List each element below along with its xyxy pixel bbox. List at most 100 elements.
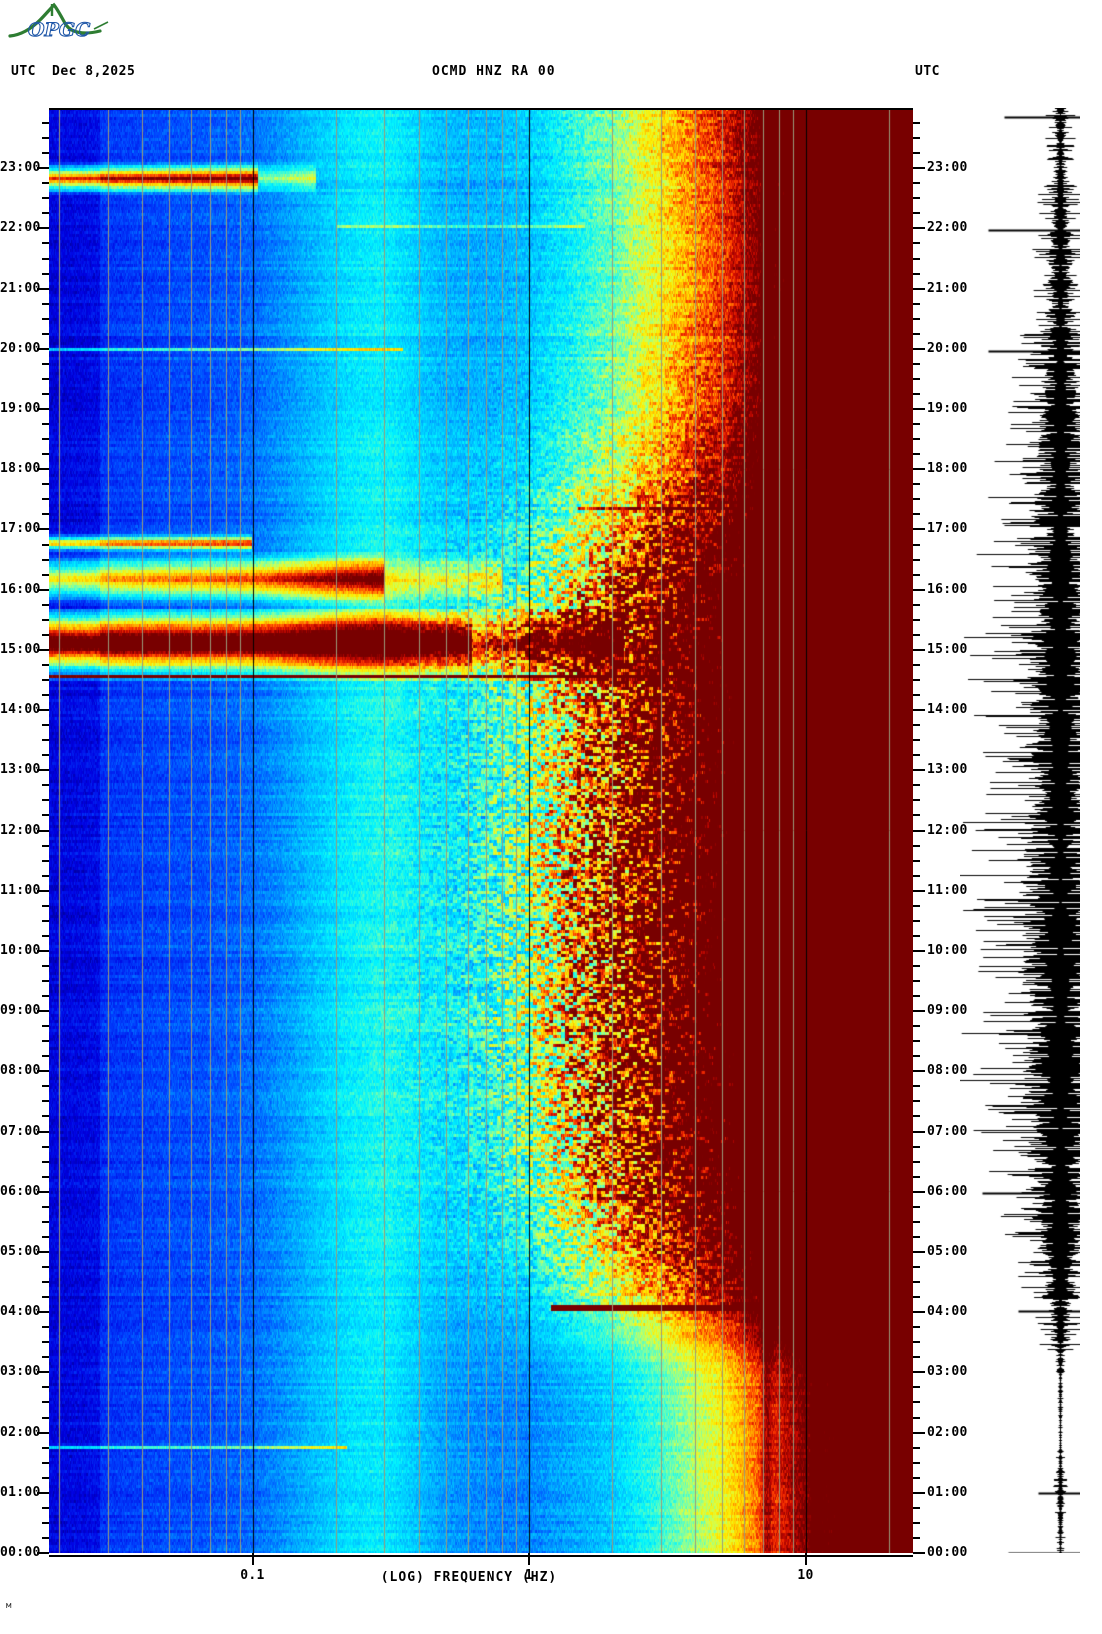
y-tick-minor xyxy=(42,844,49,847)
y-tick-label-right: 22:00 xyxy=(927,220,968,236)
y-tick-label-left: 21:00 xyxy=(0,280,41,296)
y-tick-minor xyxy=(42,1266,49,1268)
y-tick-major xyxy=(37,1130,49,1133)
y-tick-minor xyxy=(42,1160,49,1163)
y-tick-label-left: 23:00 xyxy=(0,160,41,176)
y-tick-minor xyxy=(913,799,920,802)
y-tick-minor xyxy=(913,1025,920,1028)
y-tick-minor xyxy=(913,498,920,501)
y-tick-minor xyxy=(913,995,920,998)
y-tick-minor xyxy=(42,377,49,380)
y-tick-minor xyxy=(913,1326,920,1329)
y-tick-minor xyxy=(913,1446,920,1449)
y-tick-major xyxy=(913,769,925,772)
y-tick-major xyxy=(913,227,925,230)
y-tick-minor xyxy=(913,663,920,666)
y-tick-label-right: 00:00 xyxy=(927,1545,968,1560)
y-tick-label-left: 08:00 xyxy=(0,1063,41,1079)
y-tick-minor xyxy=(913,1536,920,1539)
y-tick-major xyxy=(37,1250,49,1253)
y-tick-minor xyxy=(913,1115,920,1118)
spectrogram-plot xyxy=(49,108,913,1557)
y-tick-minor xyxy=(913,152,920,155)
y-tick-minor xyxy=(42,362,49,365)
y-tick-major xyxy=(913,1311,925,1314)
y-tick-minor xyxy=(913,423,920,426)
y-tick-label-right: 04:00 xyxy=(927,1304,968,1320)
y-tick-minor xyxy=(913,1145,920,1148)
y-tick-minor xyxy=(42,1401,49,1404)
y-tick-minor xyxy=(913,212,920,215)
y-tick-major xyxy=(37,408,49,411)
y-tick-major xyxy=(913,287,925,290)
y-tick-minor xyxy=(42,423,49,426)
y-tick-minor xyxy=(913,1461,920,1464)
y-tick-minor xyxy=(913,754,920,757)
y-tick-label-right: 20:00 xyxy=(927,340,968,356)
x-tick-label: 1 xyxy=(524,1568,534,1583)
y-tick-minor xyxy=(913,453,920,456)
y-tick-major xyxy=(913,1130,925,1133)
y-tick-minor xyxy=(42,1356,49,1359)
y-tick-minor xyxy=(42,1115,49,1118)
y-tick-minor xyxy=(42,859,49,862)
y-tick-minor xyxy=(913,1175,920,1178)
y-tick-major xyxy=(913,408,925,411)
y-tick-major xyxy=(37,1010,49,1013)
y-tick-minor xyxy=(913,558,920,561)
y-tick-minor xyxy=(913,678,920,681)
y-tick-label-left: 12:00 xyxy=(0,822,41,838)
y-tick-minor xyxy=(42,1055,49,1058)
y-tick-major xyxy=(913,1070,925,1073)
y-tick-minor xyxy=(42,453,49,456)
y-tick-major xyxy=(37,709,49,712)
header-utc-right: UTC xyxy=(915,64,940,79)
y-tick-minor xyxy=(42,964,49,967)
y-tick-label-right: 06:00 xyxy=(927,1183,968,1199)
y-tick-minor xyxy=(913,573,920,576)
y-tick-label-right: 11:00 xyxy=(927,882,968,898)
y-tick-major xyxy=(37,829,49,832)
y-tick-major xyxy=(37,1371,49,1374)
y-tick-minor xyxy=(913,739,920,742)
y-tick-minor xyxy=(42,317,49,320)
y-tick-minor xyxy=(42,257,49,260)
y-tick-minor xyxy=(913,633,920,636)
y-tick-minor xyxy=(42,1521,49,1524)
y-tick-minor xyxy=(913,1266,920,1268)
y-tick-minor xyxy=(913,317,920,320)
y-tick-label-left: 06:00 xyxy=(0,1183,41,1199)
y-tick-major xyxy=(913,468,925,471)
y-tick-label-right: 18:00 xyxy=(927,461,968,477)
y-tick-label-right: 02:00 xyxy=(927,1424,968,1440)
y-tick-minor xyxy=(913,272,920,275)
y-tick-major xyxy=(913,347,925,350)
y-tick-label-right: 21:00 xyxy=(927,280,968,296)
y-tick-label-left: 03:00 xyxy=(0,1364,41,1380)
y-tick-label-left: 07:00 xyxy=(0,1123,41,1139)
y-tick-major xyxy=(913,648,925,651)
y-tick-minor xyxy=(42,678,49,681)
y-tick-label-left: 18:00 xyxy=(0,461,41,477)
y-tick-label-left: 15:00 xyxy=(0,641,41,657)
y-tick-minor xyxy=(42,182,49,185)
y-tick-minor xyxy=(42,152,49,155)
y-tick-minor xyxy=(913,814,920,817)
y-tick-label-left: 22:00 xyxy=(0,220,41,236)
y-tick-minor xyxy=(42,137,49,140)
y-tick-minor xyxy=(913,332,920,335)
y-tick-major xyxy=(913,588,925,591)
y-tick-label-right: 12:00 xyxy=(927,822,968,838)
y-tick-minor xyxy=(913,844,920,847)
y-tick-major xyxy=(913,949,925,952)
y-tick-label-left: 09:00 xyxy=(0,1003,41,1019)
y-tick-major xyxy=(37,949,49,952)
y-tick-minor xyxy=(42,197,49,200)
y-tick-major xyxy=(913,1010,925,1013)
y-tick-major xyxy=(37,347,49,350)
x-tick-major xyxy=(804,1553,807,1565)
y-tick-major xyxy=(37,1491,49,1494)
y-tick-minor xyxy=(913,694,920,697)
y-tick-label-right: 07:00 xyxy=(927,1123,968,1139)
y-tick-major xyxy=(913,829,925,832)
